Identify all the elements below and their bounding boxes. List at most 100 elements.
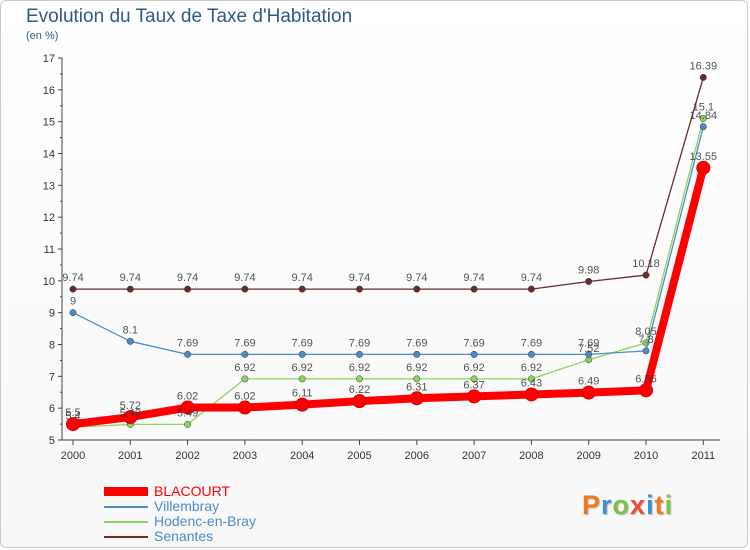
data-label-villembray: 7.69 (291, 337, 312, 349)
data-point-blacourt (639, 383, 653, 398)
data-label-villembray: 7.69 (406, 337, 427, 349)
y-tick-label: 9 (49, 308, 55, 320)
data-point-senantes (470, 285, 478, 293)
legend-swatch-villembray (104, 505, 148, 508)
x-tick-label: 2001 (118, 450, 142, 462)
data-label-senantes: 9.74 (291, 272, 312, 284)
data-label-hodenc-en-bray: 6.92 (349, 362, 370, 374)
data-label-villembray: 7.8 (638, 334, 653, 346)
data-label-hodenc-en-bray: 5.4 (65, 410, 80, 422)
data-label-villembray: 7.69 (177, 337, 198, 349)
data-point-villembray (356, 350, 363, 358)
data-point-blacourt (524, 387, 539, 402)
data-point-hodenc-en-bray (298, 375, 306, 383)
data-point-senantes (356, 285, 363, 293)
proxiti-logo: Proxiti (582, 490, 673, 521)
y-tick-label: 13 (43, 180, 55, 192)
data-point-blacourt (467, 389, 482, 404)
logo-letter: o (612, 490, 631, 520)
data-point-blacourt (123, 410, 138, 425)
data-point-blacourt (237, 400, 252, 415)
series-line-senantes (73, 77, 704, 290)
data-point-senantes (241, 285, 249, 293)
data-label-blacourt: 6.31 (406, 381, 427, 393)
series-line-blacourt (72, 166, 708, 429)
data-label-villembray: 7.69 (578, 337, 599, 349)
data-label-blacourt: 6.49 (578, 376, 599, 388)
data-point-blacourt (352, 394, 367, 409)
x-tick-label: 2010 (634, 450, 658, 462)
data-label-senantes: 9.74 (234, 272, 255, 284)
x-tick-label: 2003 (233, 450, 257, 462)
x-tick-label: 2000 (61, 450, 85, 462)
legend-label-blacourt: BLACOURT (154, 483, 230, 499)
data-label-villembray: 9 (70, 296, 76, 308)
legend-label-villembray: Villembray (154, 498, 220, 514)
data-label-blacourt: 6.56 (635, 373, 656, 385)
legend-label-senantes: Senantes (154, 528, 214, 544)
data-label-hodenc-en-bray: 6.92 (521, 362, 542, 374)
y-tick-label: 15 (43, 117, 55, 129)
data-point-villembray (69, 309, 77, 317)
legend-label-hodenc-en-bray: Hodenc-en-Bray (154, 513, 256, 529)
data-point-blacourt (66, 417, 80, 432)
data-label-villembray: 8.1 (123, 324, 138, 336)
data-point-blacourt (409, 391, 424, 406)
data-point-senantes (298, 285, 306, 293)
data-label-hodenc-en-bray: 15.1 (693, 101, 714, 113)
data-point-senantes (642, 271, 650, 279)
data-label-hodenc-en-bray: 6.92 (463, 362, 484, 374)
data-point-blacourt (696, 160, 711, 175)
data-label-hodenc-en-bray: 5.49 (177, 407, 198, 419)
legend-item-hodenc-en-bray: Hodenc-en-Bray (104, 514, 256, 529)
data-label-blacourt: 5.72 (120, 400, 141, 412)
data-label-hodenc-en-bray: 8.05 (635, 326, 656, 338)
x-tick-label: 2004 (290, 450, 314, 462)
data-labels-layer: 5.5 5.72 6.02 6.02 6.11 6.22 6.31 6.37 6.43 6.49 6… (62, 60, 717, 422)
data-label-blacourt: 6.11 (292, 388, 313, 400)
x-tick-label: 2011 (691, 450, 715, 462)
data-label-hodenc-en-bray: 6.92 (291, 362, 312, 374)
legend: BLACOURT Villembray Hodenc-en-Bray Senan… (104, 484, 256, 544)
y-tick-label: 12 (43, 212, 55, 224)
legend-swatch-hodenc-en-bray (104, 520, 148, 523)
data-point-villembray (699, 123, 707, 131)
series-line-hodenc-en-bray (72, 118, 704, 428)
y-tick-label: 5 (49, 435, 55, 447)
x-tick-label: 2006 (405, 450, 429, 462)
y-tick-label: 8 (49, 340, 55, 352)
data-point-hodenc-en-bray (699, 115, 707, 122)
data-label-blacourt: 6.22 (349, 384, 370, 396)
x-tick-label: 2007 (462, 450, 486, 462)
legend-swatch-blacourt (104, 487, 148, 496)
logo-letter: t (654, 490, 665, 520)
x-tick-label: 2009 (576, 450, 600, 462)
data-label-senantes: 10.18 (632, 258, 660, 270)
x-tick-label: 2002 (175, 450, 199, 462)
legend-swatch-senantes (104, 535, 148, 538)
data-label-hodenc-en-bray: 7.52 (578, 343, 599, 355)
data-point-senantes (413, 285, 421, 293)
legend-item-blacourt: BLACOURT (104, 484, 256, 499)
x-tick-label: 2005 (347, 450, 371, 462)
data-point-hodenc-en-bray (184, 420, 192, 428)
logo-letter: i (664, 490, 674, 520)
data-point-villembray (585, 350, 593, 358)
y-tick-label: 7 (49, 371, 55, 383)
y-tick-label: 10 (43, 276, 55, 288)
data-point-blacourt (180, 400, 195, 415)
data-point-hodenc-en-bray (241, 375, 249, 383)
data-point-blacourt (295, 397, 310, 412)
chart-subtitle: (en %) (26, 30, 59, 42)
data-point-senantes (69, 285, 77, 293)
data-point-senantes (527, 285, 535, 293)
data-label-villembray: 7.69 (521, 337, 542, 349)
data-label-senantes: 9.74 (521, 272, 542, 284)
data-point-villembray (470, 350, 478, 358)
series-layer (66, 73, 711, 432)
data-label-senantes: 16.39 (690, 60, 718, 72)
x-tick-label: 2008 (519, 450, 543, 462)
data-point-hodenc-en-bray (413, 375, 421, 383)
